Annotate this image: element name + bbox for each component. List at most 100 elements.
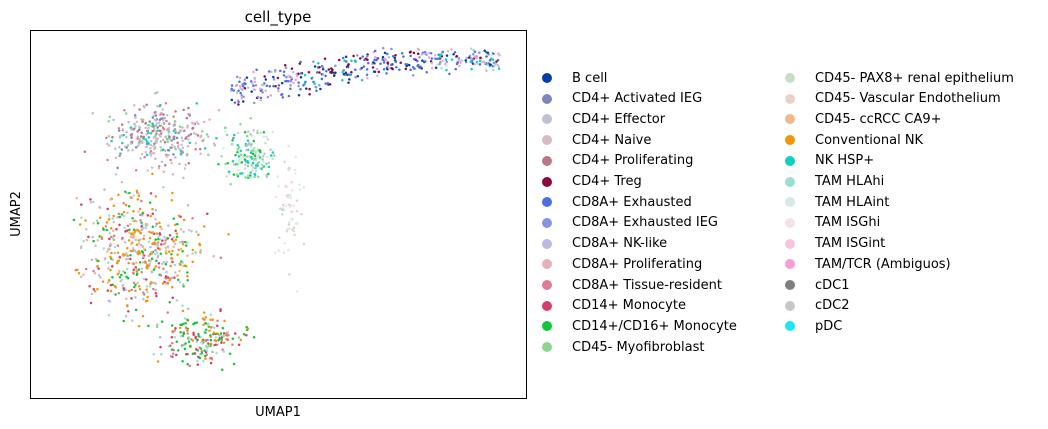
scatter-point <box>259 99 262 102</box>
scatter-point <box>161 108 164 111</box>
scatter-point <box>123 109 126 112</box>
scatter-point <box>192 333 195 336</box>
scatter-point <box>171 330 175 334</box>
scatter-point <box>334 71 337 74</box>
scatter-point <box>257 153 261 157</box>
scatter-point <box>326 82 330 85</box>
scatter-point <box>252 336 256 339</box>
scatter-point <box>475 57 478 60</box>
scatter-point <box>118 154 121 158</box>
legend-marker <box>785 73 795 83</box>
scatter-point <box>77 272 81 275</box>
scatter-point <box>139 157 142 160</box>
chart-title: cell_type <box>245 8 312 27</box>
scatter-point <box>363 58 366 62</box>
scatter-point <box>259 131 262 135</box>
scatter-point <box>253 154 257 158</box>
scatter-point <box>175 340 179 344</box>
scatter-point <box>172 245 175 248</box>
scatter-point <box>125 191 129 195</box>
scatter-point <box>149 245 152 249</box>
scatter-point <box>187 138 190 141</box>
scatter-point <box>147 123 151 127</box>
scatter-point <box>199 152 202 155</box>
scatter-point <box>162 170 166 173</box>
scatter-point <box>288 221 291 224</box>
legend-item: CD45- ccRCC CA9+ <box>783 109 942 129</box>
scatter-point <box>104 225 108 228</box>
scatter-point <box>202 120 206 124</box>
scatter-point <box>166 311 169 314</box>
scatter-point <box>287 144 290 148</box>
scatter-point <box>140 267 144 270</box>
scatter-point <box>277 184 280 188</box>
scatter-point <box>258 149 262 152</box>
scatter-point <box>329 71 332 74</box>
scatter-point <box>108 300 112 303</box>
scatter-point <box>201 339 204 342</box>
scatter-point <box>172 217 176 220</box>
scatter-point <box>171 173 175 176</box>
scatter-point <box>223 319 226 323</box>
scatter-point <box>127 310 130 313</box>
scatter-point <box>186 145 190 148</box>
scatter-point <box>199 135 202 139</box>
scatter-point <box>119 152 122 155</box>
scatter-point <box>128 228 131 231</box>
scatter-point <box>284 184 288 188</box>
scatter-point <box>207 342 210 345</box>
scatter-point <box>132 272 135 275</box>
scatter-point <box>350 71 353 74</box>
scatter-point <box>354 75 357 79</box>
scatter-point <box>249 80 253 83</box>
scatter-point <box>146 129 150 133</box>
scatter-point <box>175 353 178 357</box>
scatter-point <box>124 315 128 318</box>
legend-item: CD8A+ Exhausted <box>540 192 692 212</box>
scatter-point <box>250 143 253 146</box>
scatter-point <box>135 189 139 193</box>
scatter-point <box>186 278 189 282</box>
legend-label: cDC2 <box>815 298 850 314</box>
scatter-point <box>209 338 213 342</box>
scatter-point <box>202 138 205 141</box>
scatter-point <box>117 126 121 130</box>
legend-item: NK HSP+ <box>783 151 874 171</box>
scatter-point <box>261 91 264 94</box>
scatter-point <box>420 53 424 56</box>
scatter-point <box>146 266 149 269</box>
scatter-point <box>92 287 95 291</box>
scatter-point <box>125 304 129 308</box>
scatter-point <box>112 234 116 238</box>
scatter-point <box>161 126 165 130</box>
scatter-point <box>167 224 170 227</box>
scatter-point <box>170 237 174 241</box>
scatter-point <box>205 353 208 357</box>
scatter-point <box>164 101 168 105</box>
scatter-point <box>109 289 113 293</box>
scatter-point <box>182 285 185 288</box>
scatter-point <box>214 332 218 336</box>
scatter-point <box>120 148 124 151</box>
scatter-point <box>159 345 162 349</box>
scatter-point <box>133 114 137 117</box>
scatter-point <box>409 50 412 54</box>
scatter-point <box>230 88 233 92</box>
scatter-point <box>195 230 198 234</box>
scatter-point <box>292 81 295 85</box>
scatter-point <box>149 143 153 147</box>
scatter-point <box>155 325 159 329</box>
scatter-point <box>134 289 137 292</box>
scatter-point <box>235 173 239 176</box>
scatter-point <box>381 55 385 59</box>
scatter-point <box>346 64 350 67</box>
scatter-point <box>252 101 256 105</box>
scatter-point <box>84 267 88 271</box>
scatter-point <box>127 120 130 124</box>
scatter-point <box>438 60 442 64</box>
scatter-point <box>483 49 486 53</box>
scatter-point <box>251 134 254 138</box>
scatter-point <box>185 241 189 244</box>
scatter-point <box>118 275 122 279</box>
scatter-point <box>136 198 140 201</box>
